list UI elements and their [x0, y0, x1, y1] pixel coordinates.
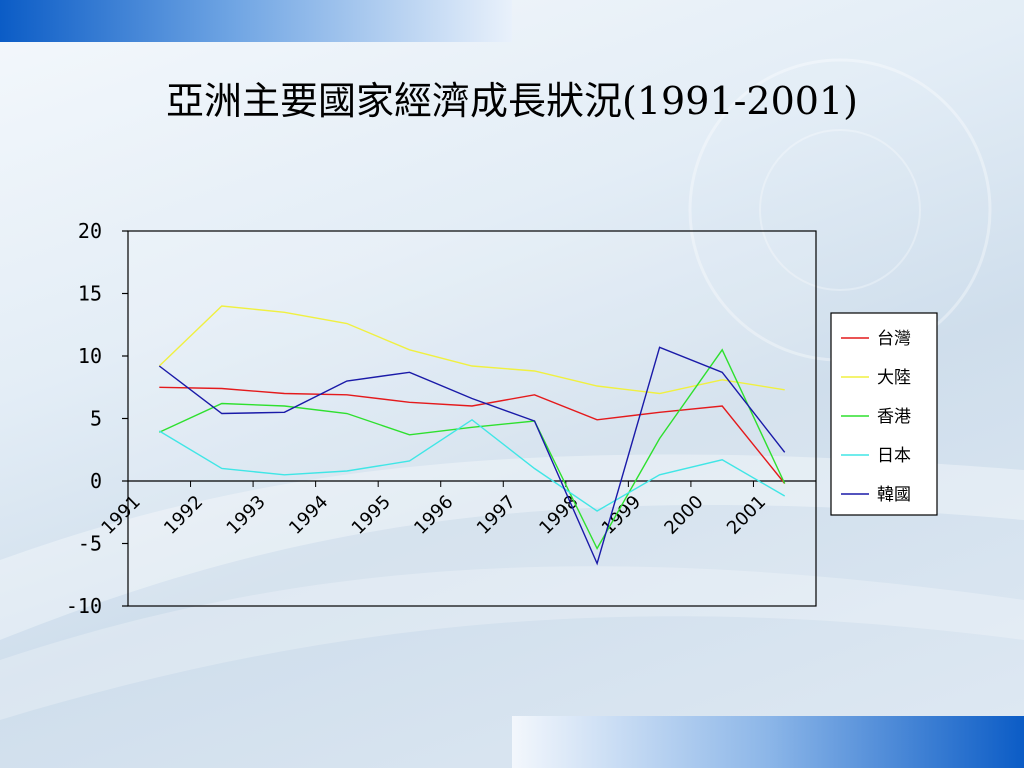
plot-area [127, 230, 817, 607]
y-tick-label: 0 [90, 469, 102, 493]
legend-label: 香港 [877, 407, 911, 427]
y-tick-label: -5 [78, 532, 102, 556]
legend-label: 日本 [877, 446, 911, 466]
y-tick-label: 20 [78, 219, 102, 243]
y-axis: -10 -5 0 5 10 15 20 [66, 219, 128, 618]
legend-label: 台灣 [877, 329, 911, 349]
series-line-日本 [158, 418, 786, 512]
series-line-台灣 [159, 386, 786, 484]
series-group [158, 305, 786, 566]
series-line-香港 [159, 348, 786, 550]
y-tick-label: 5 [90, 407, 102, 431]
y-tick-label: -10 [66, 594, 102, 618]
legend-label: 韓國 [877, 485, 911, 505]
bottom-accent-bar [512, 716, 1024, 768]
legend-box [830, 312, 938, 516]
legend-label: 大陸 [877, 368, 911, 388]
y-tick-label: 10 [78, 344, 102, 368]
series-line-韓國 [158, 346, 786, 566]
slide-title: 亞洲主要國家經濟成長狀況(1991-2001) [166, 79, 858, 123]
y-tick-label: 15 [78, 282, 102, 306]
series-line-大陸 [158, 305, 785, 395]
top-accent-bar [0, 0, 512, 42]
